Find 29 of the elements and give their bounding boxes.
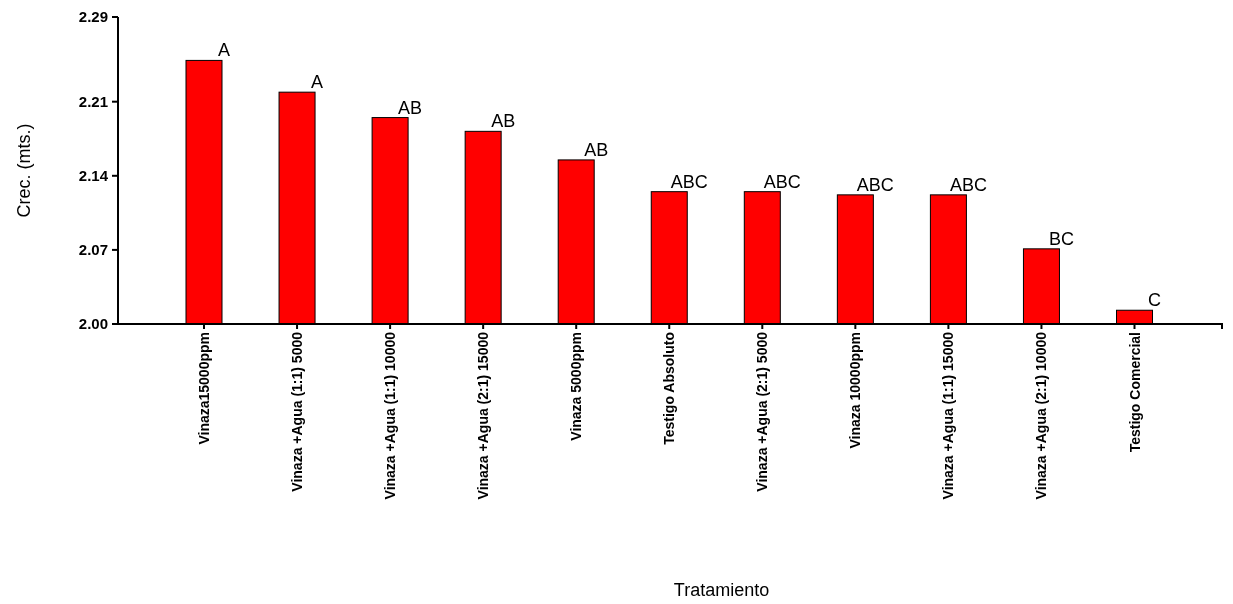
- x-axis-title: Tratamiento: [673, 580, 770, 600]
- x-tick-label: Vinaza 5000ppm: [568, 332, 585, 441]
- y-tick-label: 2.21: [78, 92, 108, 110]
- data-label: AB: [584, 139, 609, 160]
- data-label: BC: [1048, 228, 1074, 249]
- x-tick-label: Vinaza +Agua (2:1) 10000: [1033, 331, 1050, 500]
- y-tick-label: 2.07: [78, 241, 108, 259]
- x-tick-label: Vinaza +Agua (1:1) 15000: [940, 331, 957, 500]
- data-label: ABC: [670, 171, 708, 192]
- x-tick-label: Vinaza 10000ppm: [847, 332, 864, 449]
- data-label: C: [1148, 290, 1161, 311]
- data-label: A: [217, 40, 231, 61]
- y-tick-label: 2.00: [78, 315, 108, 333]
- x-tick-label: Vinaza +Agua (1:1) 10000: [382, 331, 399, 500]
- x-tick-label: Vinaza +Agua (2:1) 5000: [754, 331, 771, 492]
- data-label: AB: [398, 97, 423, 118]
- data-label: AB: [491, 111, 516, 132]
- x-tick-label: Vinaza15000ppm: [196, 332, 212, 445]
- data-label: A: [311, 72, 324, 93]
- data-label: ABC: [763, 171, 801, 192]
- x-tick-label: Vinaza +Agua (1:1) 5000: [289, 331, 306, 492]
- x-tick-label: Testigo Absoluto: [661, 332, 678, 445]
- x-tick-label: Testigo Comercial: [1126, 332, 1143, 453]
- y-tick-label: 2.29: [78, 8, 108, 26]
- data-label: ABC: [856, 174, 894, 195]
- data-label: ABC: [949, 174, 987, 195]
- x-tick-label: Vinaza +Agua (2:1) 15000: [475, 331, 492, 500]
- y-tick-label: 2.14: [78, 167, 109, 185]
- y-axis-title: Crec. (mts.): [14, 123, 34, 218]
